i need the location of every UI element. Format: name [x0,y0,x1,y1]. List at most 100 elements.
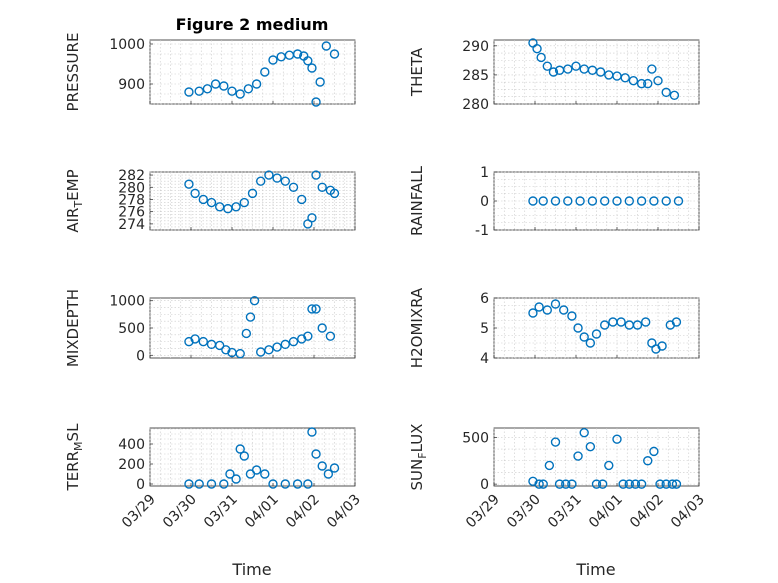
data-point [323,469,334,479]
data-point [643,78,653,89]
y-tick-label: 285 [462,68,489,84]
data-point [532,44,542,54]
data-point [235,444,245,454]
data-point [280,339,290,350]
data-point [604,460,614,471]
subplot-theta: 280 285 290 THETA [408,38,700,113]
data-point [307,427,317,437]
data-point [585,442,596,452]
subplot-terr-msl: 0 200 400 03/29 03/30 03/31 04/01 04/02 04/03 TER… [64,423,364,531]
data-point [528,308,538,318]
data-point [563,64,573,74]
data-point [219,479,229,489]
data-point [550,196,561,206]
data-point [534,302,544,312]
data-point [542,61,552,71]
y-axis-label: AIRTEMP [64,169,85,232]
y-tick-label: 274 [118,217,145,233]
y-tick-label: 0 [136,348,145,364]
data-point [288,182,299,192]
data-point [575,196,585,206]
data-point [247,188,258,199]
data-point [329,463,340,473]
data-point [579,427,589,438]
y-tick-label: 0 [136,477,145,493]
data-point [260,67,270,77]
y-tick-label: 280 [462,97,489,113]
data-point [612,434,622,444]
data-point [239,451,250,461]
y-axis-label: H2OMIXRA [408,287,426,368]
data-point [227,86,237,96]
data-point [616,317,626,327]
subplot-rainfall: -1 0 1 RAINFALL [408,165,700,239]
data-point [280,176,290,186]
data-point [292,479,303,489]
data-point [317,323,327,333]
data-point [311,304,321,314]
data-point [329,49,340,59]
data-point [272,173,282,183]
data-point [641,317,651,327]
data-point [612,196,622,206]
subplot-h2omixra: 4 5 6 H2OMIXRA [408,287,700,368]
x-tick-label: 04/03 [668,492,708,532]
data-point [190,334,200,344]
data-point [251,465,262,475]
data-point [184,479,194,489]
x-tick-label: 04/02 [283,492,323,532]
data-point [311,97,321,107]
data-point [643,456,653,466]
data-point [538,196,548,206]
data-point [325,331,336,341]
data-point [321,41,331,51]
data-point [620,73,630,83]
y-tick-label: 500 [462,430,489,446]
data-point [534,479,544,489]
data-point [329,188,340,199]
data-point [624,479,634,489]
data-point [671,317,682,327]
data-point [297,194,307,205]
data-point [561,479,571,489]
data-point [667,479,678,489]
data-point [303,331,313,341]
data-point [243,84,254,94]
subplot-pressure: 900 1000 PRESSURE [64,33,356,111]
data-point [587,196,598,206]
data-point [311,449,321,459]
y-tick-label: 1000 [109,294,145,310]
x-tick-label: 03/30 [504,492,544,532]
y-tick-label: 1000 [109,37,145,53]
data-point [536,52,546,63]
data-point [214,340,225,351]
x-axis-label-right: Time [575,560,615,579]
y-tick-label: 500 [118,321,145,337]
y-tick-label: 282 [118,168,145,184]
data-point [206,479,217,489]
data-point [219,81,229,91]
x-axis-label-left: Time [231,560,271,579]
y-tick-label: 0 [480,194,489,210]
data-point [655,479,665,489]
data-point [307,304,317,314]
data-point [317,182,327,192]
y-tick-label: 1 [480,165,489,181]
data-point [567,311,577,321]
data-point [567,479,577,489]
data-point [647,64,657,74]
data-point [307,63,317,73]
data-point [550,437,561,447]
data-point [538,479,548,489]
data-point [311,170,321,180]
data-point [585,338,596,348]
data-point [573,323,583,333]
data-point [198,336,209,347]
data-point [595,67,606,77]
data-point [272,342,282,352]
subplot-mixdepth: 0 500 1000 MIXDEPTH [64,289,356,367]
y-axis-label: THETA [408,47,426,97]
data-point [256,176,266,186]
y-tick-label: 290 [462,39,489,55]
